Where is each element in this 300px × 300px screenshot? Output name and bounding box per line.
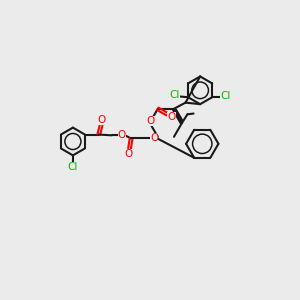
Text: Cl: Cl (68, 162, 78, 172)
Text: O: O (118, 130, 126, 140)
Text: Cl: Cl (170, 90, 180, 100)
Text: O: O (150, 134, 158, 143)
Text: O: O (125, 149, 133, 159)
Text: O: O (146, 116, 154, 126)
Text: O: O (167, 112, 175, 122)
Text: Cl: Cl (220, 91, 230, 101)
Text: O: O (98, 115, 106, 125)
